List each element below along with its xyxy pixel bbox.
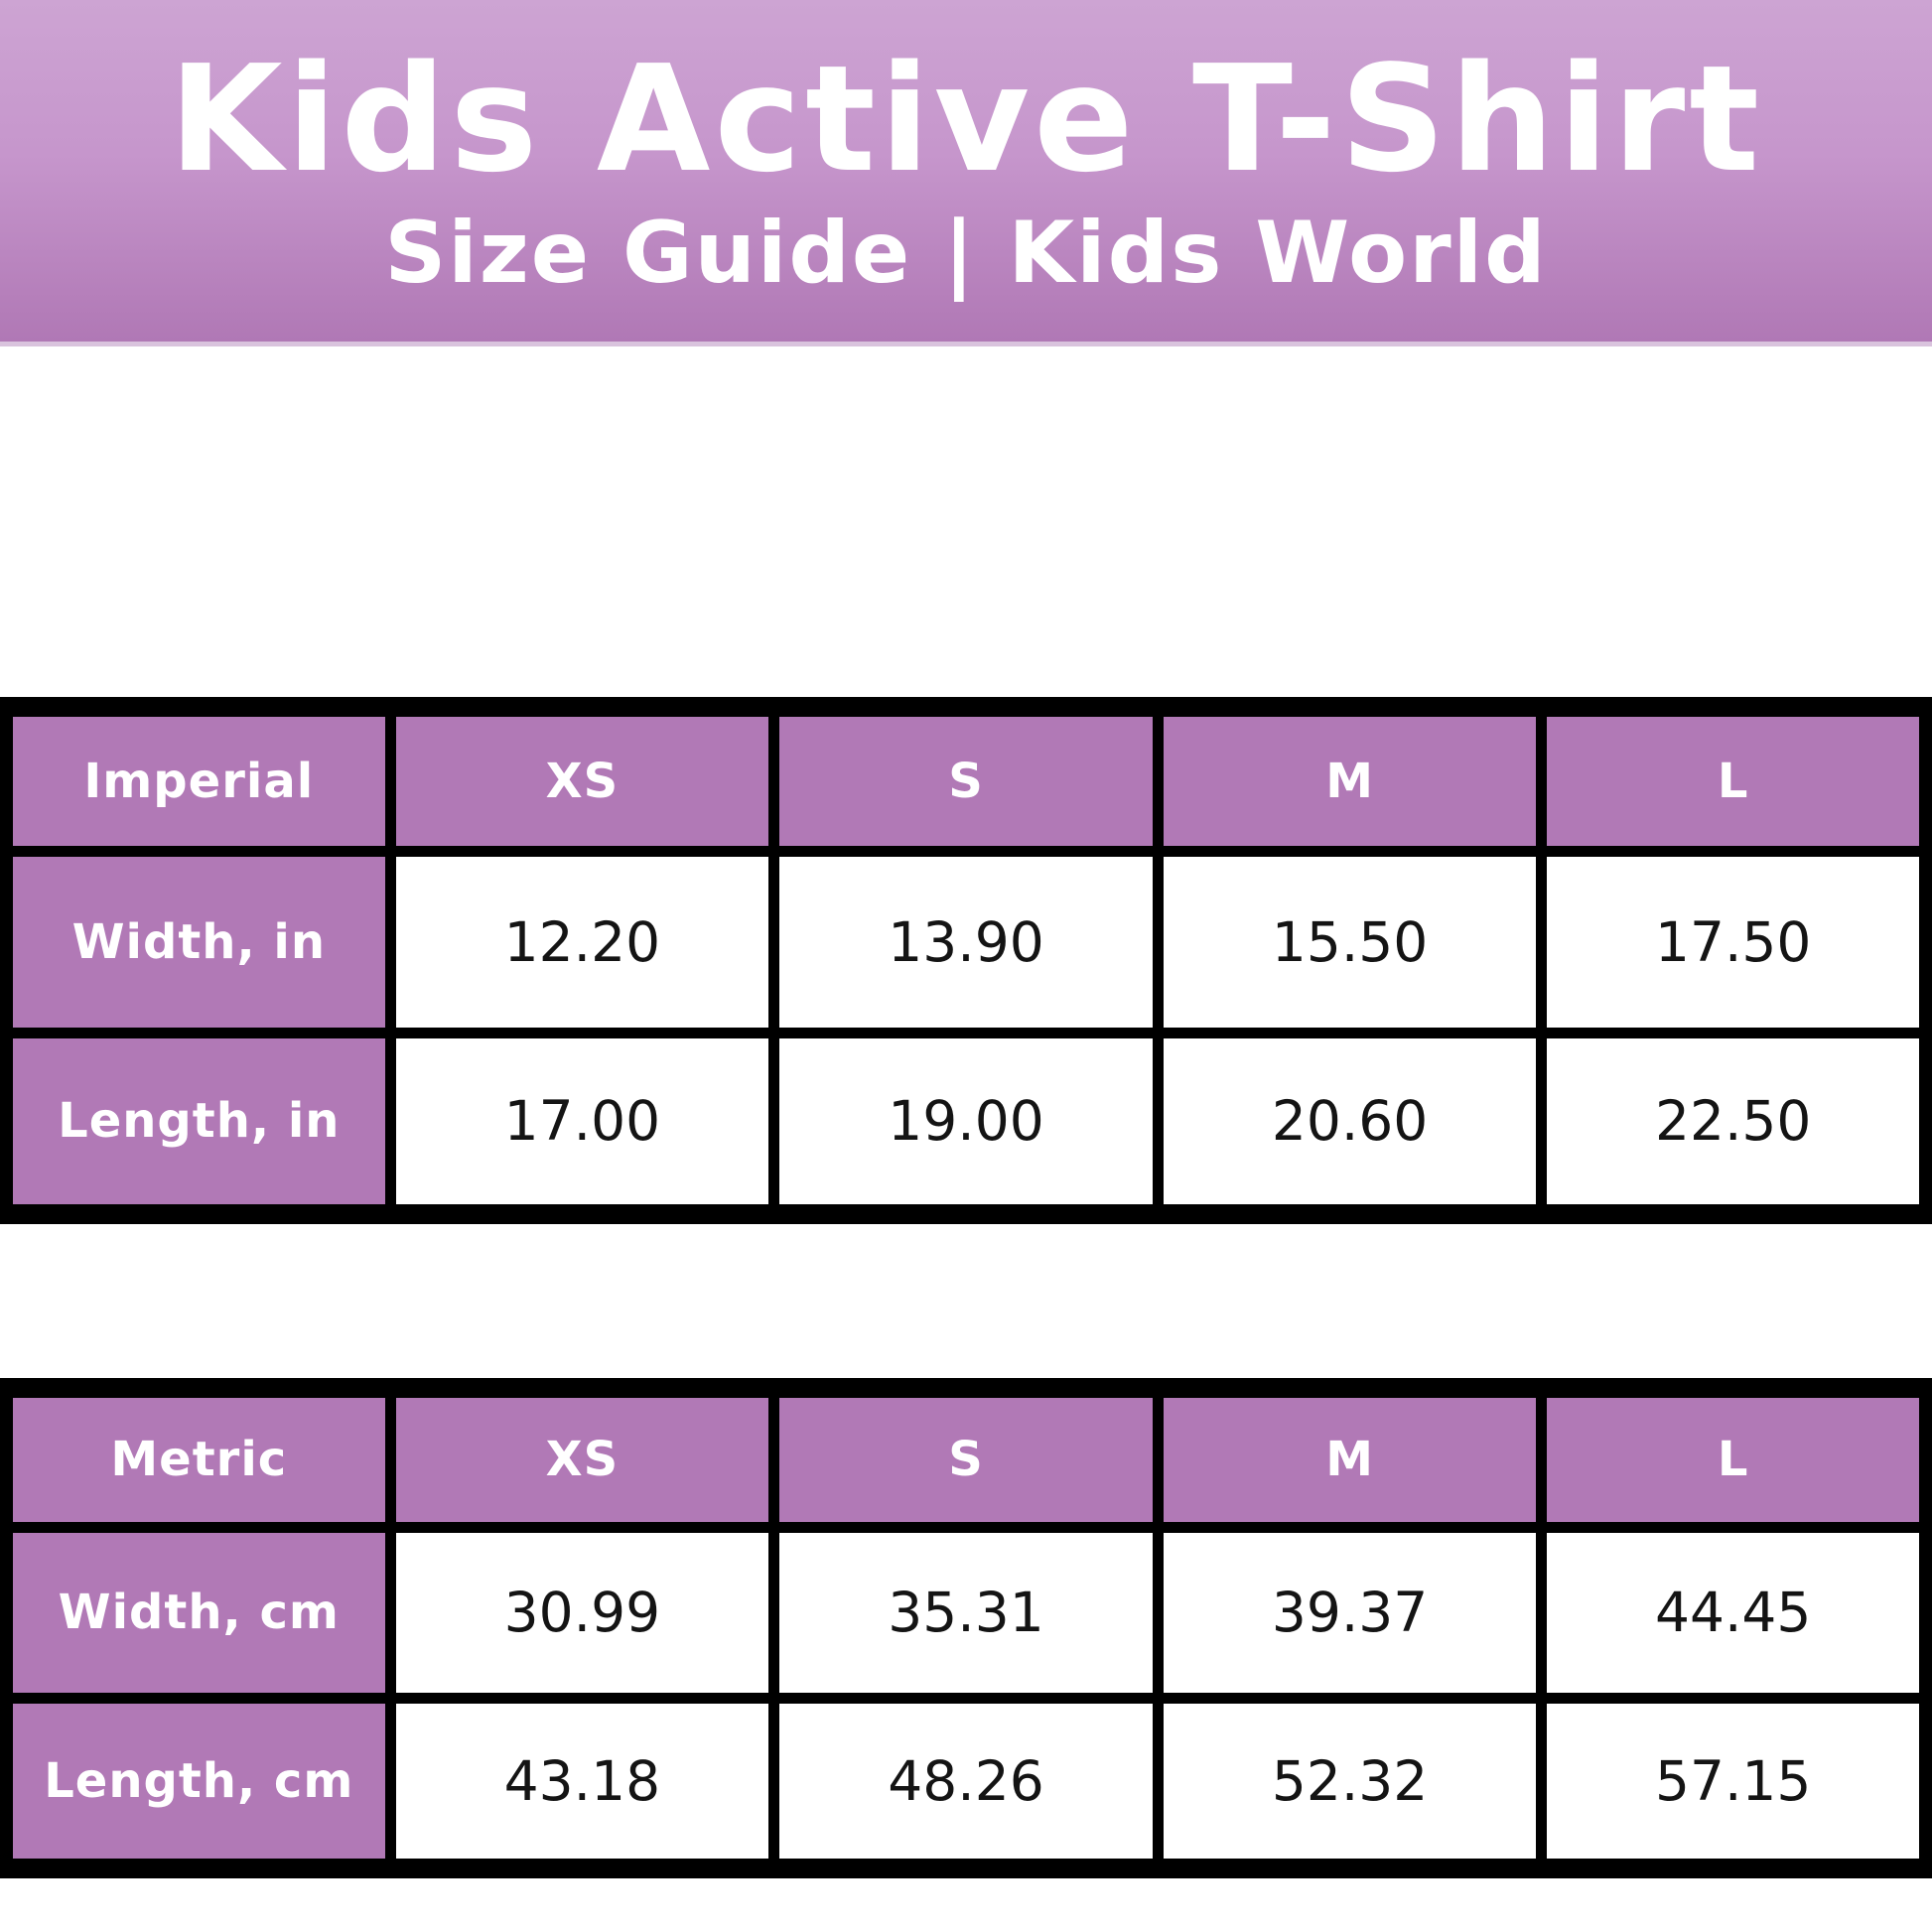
metric-col-header-s: S xyxy=(768,1382,1164,1533)
imperial-length-row: Length, in 17.00 19.00 20.60 22.50 xyxy=(1,1027,1931,1220)
imperial-length-label: Length, in xyxy=(1,1027,396,1220)
page-subtitle: Size Guide | Kids World xyxy=(384,204,1548,303)
metric-col-header-xs: XS xyxy=(384,1382,780,1533)
metric-width-l: 44.45 xyxy=(1536,1521,1931,1704)
imperial-width-l: 17.50 xyxy=(1536,845,1931,1038)
imperial-col-header-m: M xyxy=(1152,701,1548,857)
metric-width-m: 39.37 xyxy=(1152,1521,1548,1704)
metric-length-s: 48.26 xyxy=(768,1692,1164,1874)
imperial-width-s: 13.90 xyxy=(768,845,1164,1038)
header-banner: Kids Active T-Shirt Size Guide | Kids Wo… xyxy=(0,0,1932,346)
imperial-length-xs: 17.00 xyxy=(384,1027,780,1220)
metric-length-l: 57.15 xyxy=(1536,1692,1931,1874)
page-title: Kids Active T-Shirt xyxy=(168,34,1764,205)
imperial-width-label: Width, in xyxy=(1,845,396,1038)
imperial-width-m: 15.50 xyxy=(1152,845,1548,1038)
metric-size-table: Metric XS S M L Width, cm 30.99 35.31 39… xyxy=(0,1378,1932,1878)
metric-header-row: Metric XS S M L xyxy=(1,1382,1931,1533)
metric-length-m: 52.32 xyxy=(1152,1692,1548,1874)
imperial-col-header-xs: XS xyxy=(384,701,780,857)
metric-length-label: Length, cm xyxy=(1,1692,396,1874)
imperial-width-xs: 12.20 xyxy=(384,845,780,1038)
metric-length-xs: 43.18 xyxy=(384,1692,780,1874)
imperial-length-m: 20.60 xyxy=(1152,1027,1548,1220)
metric-width-row: Width, cm 30.99 35.31 39.37 44.45 xyxy=(1,1521,1931,1704)
imperial-length-l: 22.50 xyxy=(1536,1027,1931,1220)
metric-width-s: 35.31 xyxy=(768,1521,1164,1704)
metric-width-label: Width, cm xyxy=(1,1521,396,1704)
imperial-col-header-s: S xyxy=(768,701,1164,857)
imperial-header-row: Imperial XS S M L xyxy=(1,701,1931,857)
imperial-unit-label: Imperial xyxy=(1,701,396,857)
metric-unit-label: Metric xyxy=(1,1382,396,1533)
metric-length-row: Length, cm 43.18 48.26 52.32 57.15 xyxy=(1,1692,1931,1874)
imperial-width-row: Width, in 12.20 13.90 15.50 17.50 xyxy=(1,845,1931,1038)
imperial-length-s: 19.00 xyxy=(768,1027,1164,1220)
metric-width-xs: 30.99 xyxy=(384,1521,780,1704)
imperial-col-header-l: L xyxy=(1536,701,1931,857)
metric-col-header-m: M xyxy=(1152,1382,1548,1533)
metric-col-header-l: L xyxy=(1536,1382,1931,1533)
imperial-size-table: Imperial XS S M L Width, in 12.20 13.90 … xyxy=(0,697,1932,1224)
